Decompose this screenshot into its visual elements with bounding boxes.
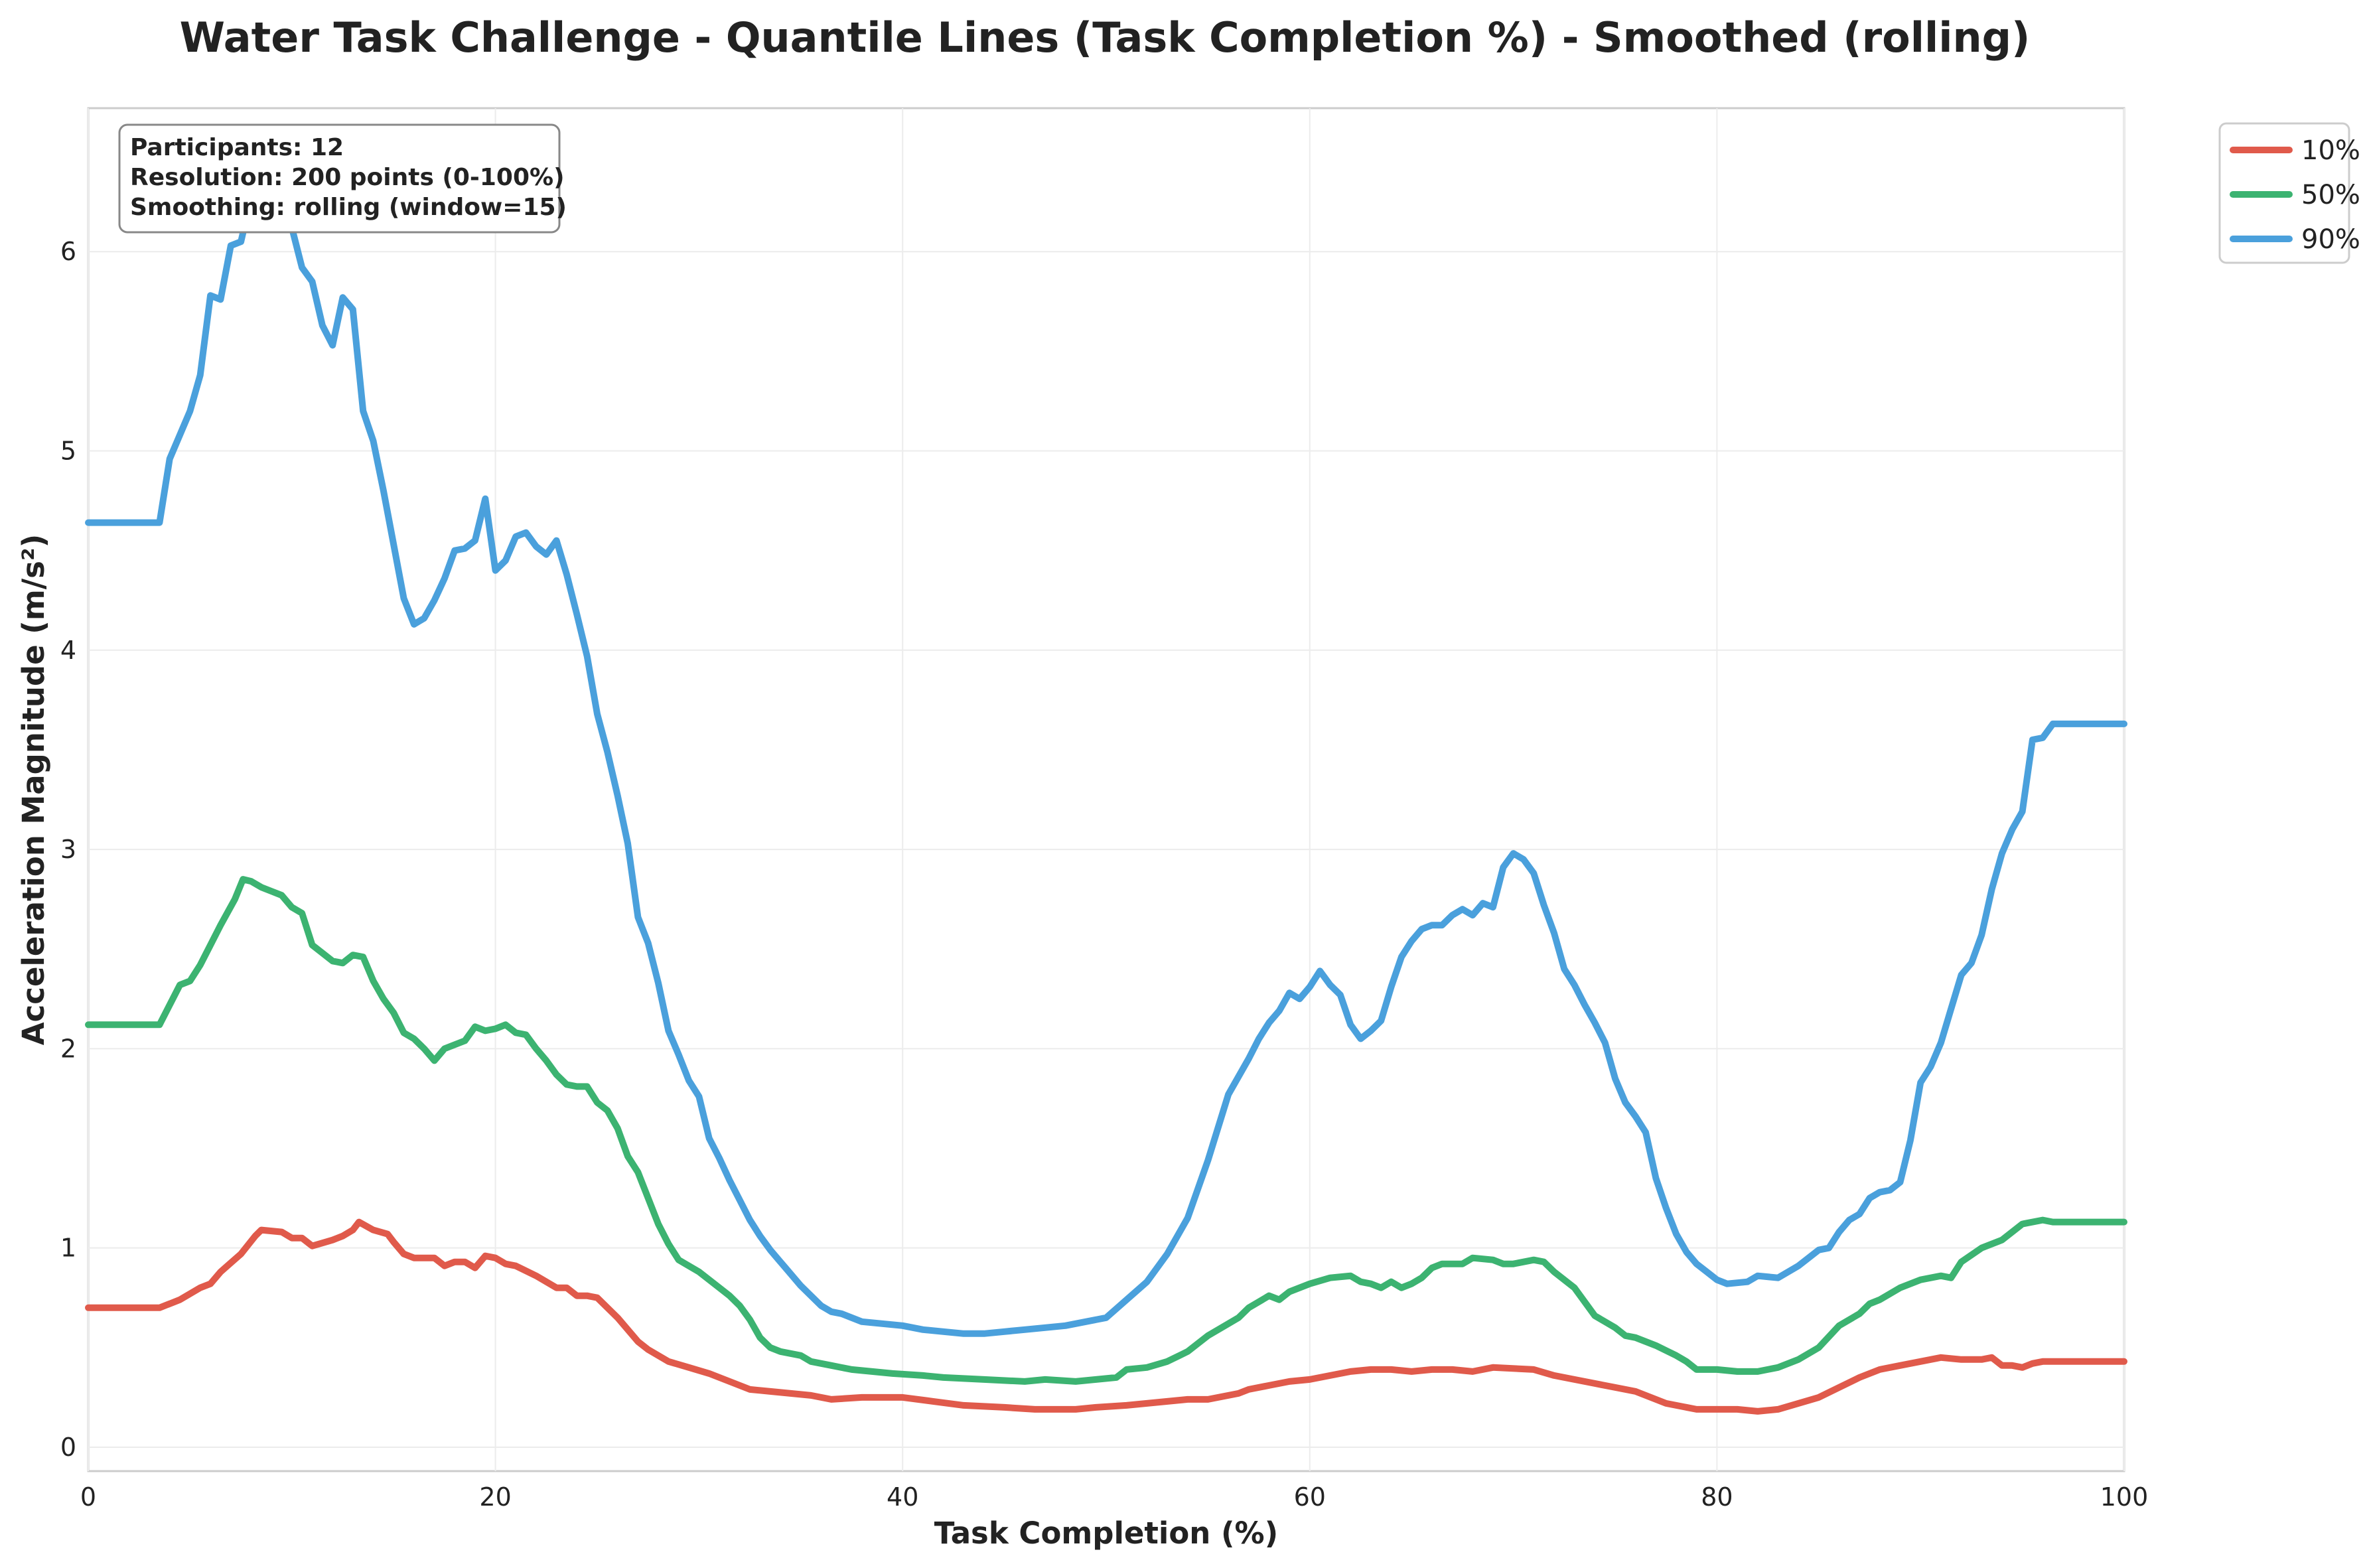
x-tick-label: 100 — [2100, 1482, 2149, 1512]
x-tick-label: 60 — [1294, 1482, 1326, 1512]
y-tick-label: 3 — [60, 835, 76, 864]
series-line-2 — [85, 876, 2127, 1385]
info-participants: Participants: 12 — [130, 134, 344, 161]
chart-title: Water Task Challenge - Quantile Lines (T… — [180, 13, 2031, 62]
x-tick-label: 80 — [1701, 1482, 1733, 1512]
info-box: Participants: 12 Resolution: 200 points … — [118, 123, 567, 234]
y-tick-label: 4 — [60, 636, 76, 665]
legend: 10% 50% 90% — [2218, 122, 2360, 264]
series-lines — [85, 182, 2127, 1415]
legend-label: 50% — [2301, 180, 2360, 210]
info-box-frame — [118, 123, 561, 234]
x-tick-label: 40 — [887, 1482, 918, 1512]
y-tick-label: 5 — [60, 437, 76, 466]
y-axis-label: Acceleration Magnitude (m/s²) — [16, 534, 51, 1045]
series-line-1 — [85, 1218, 2127, 1415]
legend-label: 10% — [2301, 135, 2360, 166]
x-tick-label: 20 — [479, 1482, 511, 1512]
series-line-3 — [85, 182, 2127, 1337]
x-tick-labels: 0 20 40 60 80 100 — [80, 1482, 2148, 1512]
y-tick-labels: 0 1 2 3 4 5 6 — [60, 237, 76, 1462]
y-tick-label: 0 — [60, 1433, 76, 1462]
y-tick-label: 2 — [60, 1034, 76, 1063]
plot-area — [87, 107, 2125, 1472]
y-tick-label: 6 — [60, 237, 76, 266]
y-tick-label: 1 — [60, 1234, 76, 1263]
x-tick-label: 0 — [80, 1482, 96, 1512]
legend-label: 90% — [2301, 224, 2360, 255]
info-resolution: Resolution: 200 points (0-100%) — [130, 164, 565, 191]
info-smoothing: Smoothing: rolling (window=15) — [130, 194, 567, 221]
x-axis-label: Task Completion (%) — [934, 1516, 1278, 1551]
